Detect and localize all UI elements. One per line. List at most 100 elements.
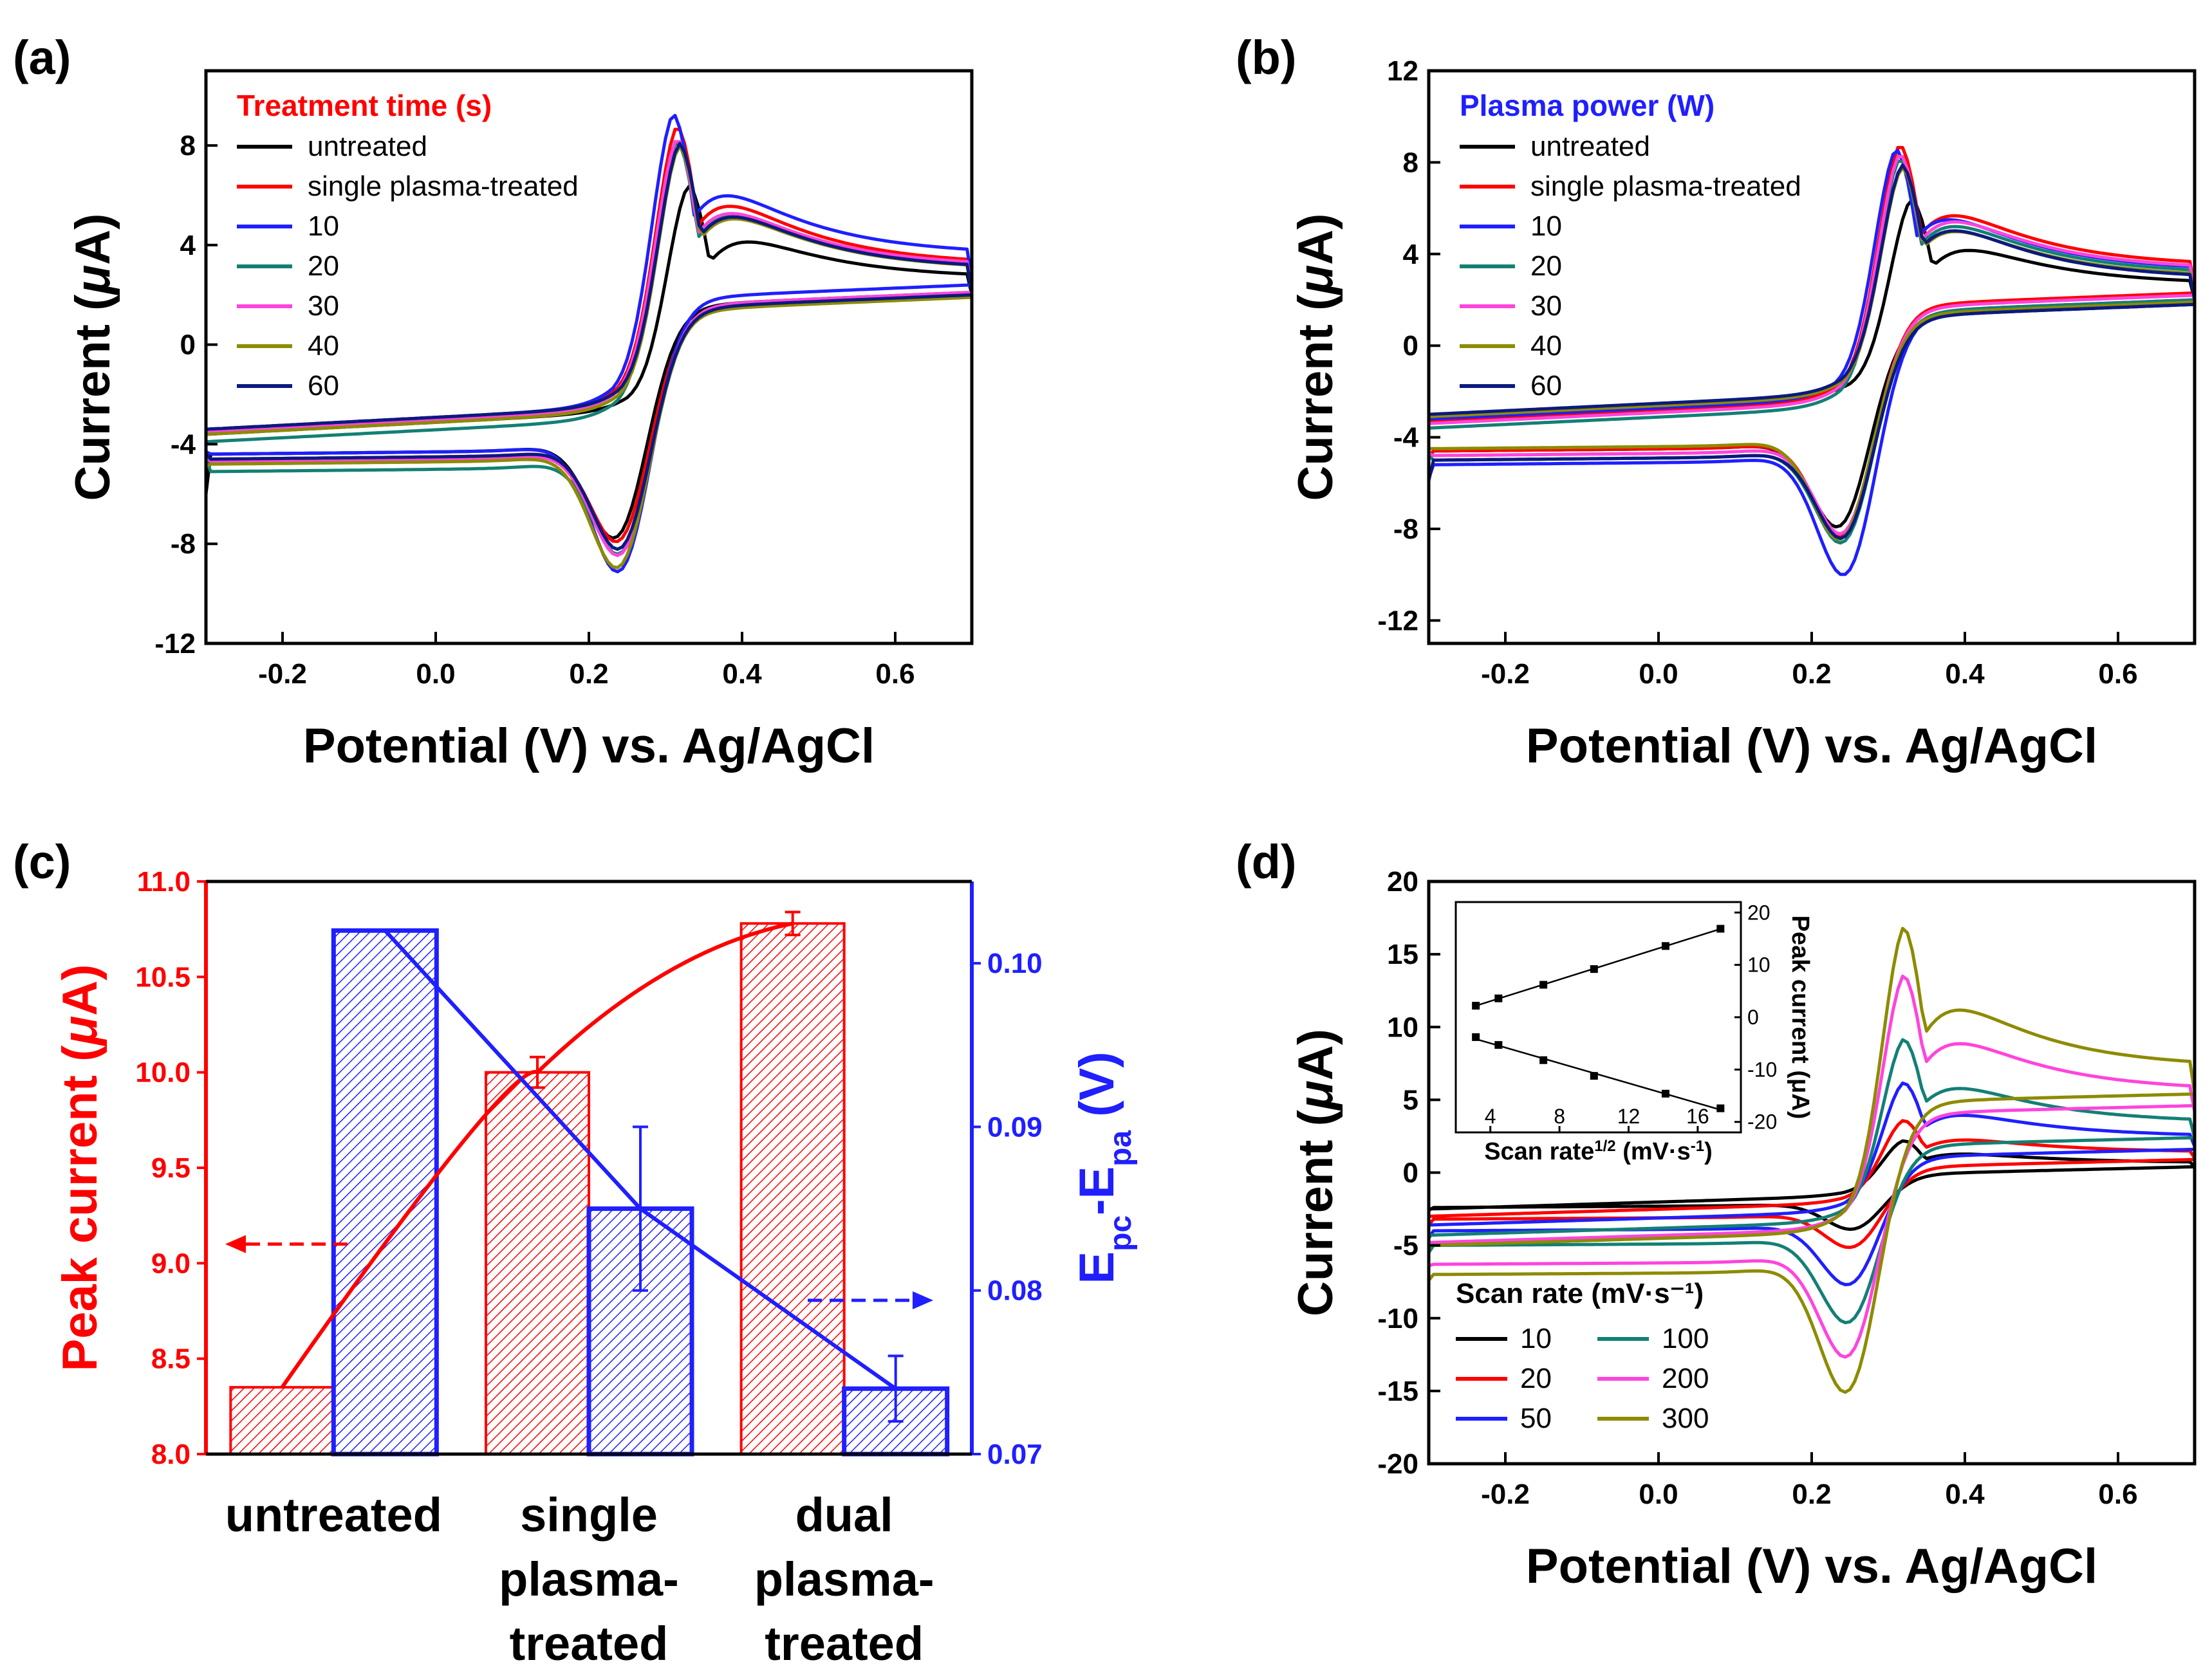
y-tick-label: 8	[180, 130, 196, 161]
inset-point-cathodic	[1494, 1041, 1503, 1049]
y-tick-label: -10	[1377, 1303, 1418, 1334]
y-tick-label: 0	[1403, 1157, 1418, 1189]
cv-curve-200	[1429, 974, 2195, 1359]
cv-curve-10	[1429, 149, 2195, 576]
y-tick-label-right: 0.07	[987, 1439, 1043, 1470]
error-bar-epc-epa-2	[888, 1354, 904, 1423]
x-tick-label: 0.4	[1945, 658, 1985, 690]
panel-d: -0.2 0.0 0.2 0.4 0.6 -20 -15 -10 -5 0 5 10 15 20 Poten…	[1288, 866, 2197, 1594]
legend-title: Scan rate (mV·s⁻¹)	[1456, 1278, 1704, 1309]
x-tick-label: 0.0	[1639, 658, 1678, 690]
inset-frame	[1455, 901, 1742, 1134]
legend-label: 60	[308, 370, 339, 401]
panel-label: (a)	[13, 31, 71, 84]
y-tick-label-right: 0.08	[987, 1275, 1043, 1307]
inset-x-tick-label: 8	[1554, 1105, 1565, 1128]
panel-b: -0.2 0.0 0.2 0.4 0.6 -12 -8 -4 0 4 8 12 Potential (V…	[1288, 55, 2197, 773]
y-tick-label: 5	[1403, 1084, 1418, 1116]
legend-label: 10	[1520, 1323, 1552, 1354]
y-tick-label: -4	[1393, 422, 1419, 454]
inset-point-cathodic	[1661, 1089, 1669, 1098]
legend: Plasma power (W) untreated single plasma-t…	[1460, 89, 1801, 401]
arrow-right-head	[913, 1291, 933, 1309]
x-tick-label: -0.2	[1481, 658, 1530, 690]
trend-line-peak-current	[280, 921, 794, 1388]
cv-curve-30	[1429, 154, 2195, 536]
bar-peak-current-2	[739, 922, 846, 1456]
inset-chart: 4 8 12 16 -20 -10 0 10 20 Scan rate1/2 (mV·s-1) Pe…	[1455, 901, 1814, 1166]
legend-label: 30	[1530, 290, 1562, 322]
legend-label: 60	[1530, 370, 1562, 401]
y-tick-label: 10	[1387, 1011, 1418, 1043]
y-tick-label: 0	[180, 329, 196, 361]
y-tick-label: -15	[1377, 1376, 1418, 1407]
y-tick-label: -12	[154, 628, 196, 659]
y-tick-label-left: 8.0	[151, 1439, 191, 1470]
legend-label: untreated	[308, 131, 427, 162]
inset-y-tick-label: 20	[1747, 901, 1771, 924]
inset-point-anodic	[1661, 942, 1669, 950]
y-axis-label: Current (μA)	[1288, 214, 1343, 501]
x-axis-label: Potential (V) vs. Ag/AgCl	[1526, 719, 2097, 773]
y-tick-label: -5	[1393, 1230, 1418, 1262]
cv-curves	[206, 113, 972, 574]
y-axis-label: Current (μA)	[66, 214, 120, 501]
y-tick-label: -12	[1377, 605, 1418, 636]
x-tick-label: 0.4	[722, 658, 762, 690]
cv-curves	[1429, 145, 2195, 576]
y-tick-label-left: 9.5	[151, 1152, 191, 1184]
legend-label: 20	[308, 250, 339, 282]
y-tick-label: 8	[1403, 147, 1418, 178]
legend: Scan rate (mV·s⁻¹) 10 20 50 100 200 300	[1456, 1278, 1709, 1434]
x-tick-label: 0.4	[1945, 1479, 1985, 1510]
y-axis-label-left: Peak current (μA)	[53, 964, 107, 1372]
trend-line-epc-epa	[384, 929, 897, 1390]
inset-y-tick-label: -10	[1747, 1058, 1777, 1081]
x-category-label: single plasma-treated	[499, 1488, 679, 1670]
cv-curve-30	[206, 140, 972, 557]
legend-label: untreated	[1530, 131, 1650, 162]
y-tick-label: 4	[1403, 239, 1419, 270]
cv-curve-20	[206, 142, 972, 556]
x-tick-label: -0.2	[1481, 1479, 1530, 1510]
cv-curves	[1429, 927, 2195, 1394]
legend-label: 30	[308, 290, 339, 322]
inset-point-anodic	[1539, 981, 1548, 989]
y-tick-label: 4	[180, 230, 196, 261]
cv-curve-50	[1429, 1081, 2195, 1287]
legend: Treatment time (s) untreated single plasma…	[237, 89, 579, 401]
x-tick-label: 0.2	[569, 658, 608, 690]
legend-label: 10	[308, 210, 339, 242]
inset-fit-line-anodic	[1475, 928, 1721, 1007]
cv-curve-100	[1429, 1038, 2195, 1325]
inset-point-cathodic	[1716, 1104, 1725, 1112]
bar-peak-current-1	[485, 1071, 590, 1455]
legend-label: single plasma-treated	[1530, 171, 1801, 202]
y-tick-label: 0	[1403, 330, 1418, 362]
x-tick-label: 0.6	[2098, 658, 2137, 690]
cv-curve-60	[206, 142, 972, 551]
x-tick-label: 0.2	[1792, 658, 1831, 690]
inset-point-anodic	[1590, 965, 1598, 973]
legend-title: Plasma power (W)	[1460, 89, 1715, 122]
x-axis-label: Potential (V) vs. Ag/AgCl	[303, 719, 875, 773]
inset-x-axis-label: Scan rate1/2 (mV·s-1)	[1484, 1138, 1713, 1166]
legend-label: 40	[308, 330, 339, 362]
inset-point-cathodic	[1590, 1072, 1598, 1080]
y-tick-label-left: 10.5	[135, 961, 191, 993]
cv-curve-40	[206, 144, 972, 569]
inset-x-tick-label: 16	[1686, 1105, 1709, 1128]
inset-point-cathodic	[1472, 1033, 1480, 1041]
x-category-label: untreated	[225, 1488, 442, 1542]
y-tick-label: 15	[1387, 939, 1418, 970]
y-tick-label-right: 0.09	[987, 1111, 1043, 1143]
y-tick-label-left: 8.5	[151, 1343, 191, 1375]
inset-y-tick-label: 0	[1747, 1006, 1759, 1029]
legend-label: 200	[1662, 1363, 1709, 1394]
inset-fit-line-cathodic	[1475, 1038, 1721, 1111]
y-tick-label-left: 9.0	[151, 1248, 191, 1279]
error-bar-peak-current-2	[785, 910, 801, 937]
cv-curve-40	[1429, 165, 2195, 541]
x-tick-label: 0.0	[416, 658, 455, 690]
